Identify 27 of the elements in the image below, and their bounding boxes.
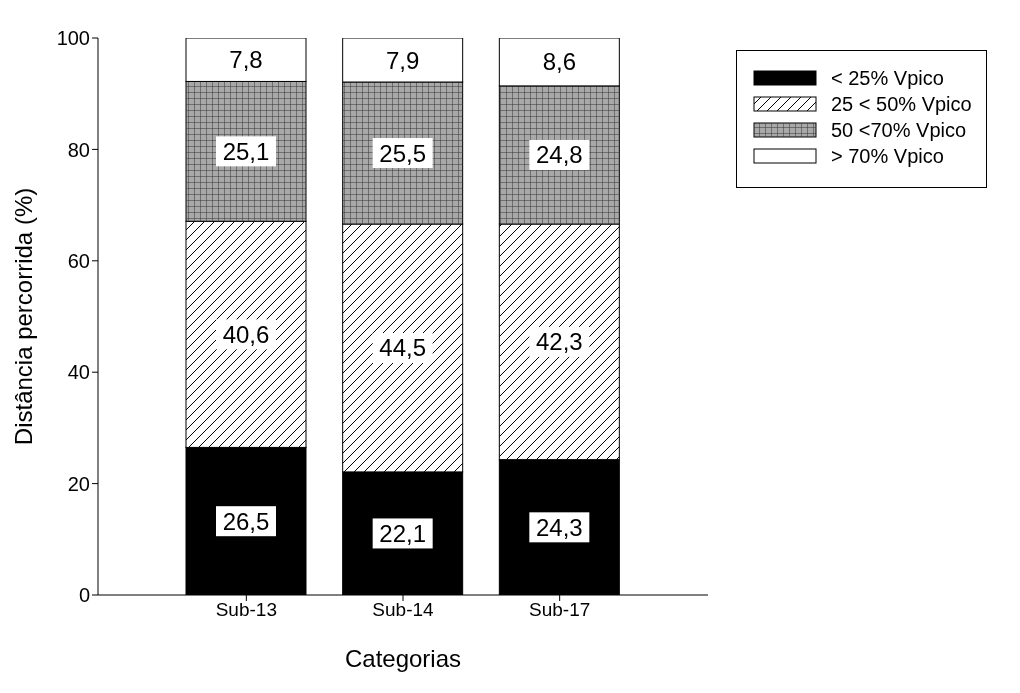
data-label: 44,5 [379, 334, 427, 362]
data-label: 26,5 [222, 507, 270, 535]
y-tick-label: 60 [67, 249, 90, 272]
x-tick-label: Sub-14 [372, 599, 435, 621]
legend-label: 25 < 50% Vpico [831, 92, 972, 116]
data-label: 25,5 [379, 139, 427, 167]
legend-label: < 25% Vpico [831, 66, 944, 90]
data-label: 24,8 [535, 141, 583, 169]
y-tick-label: 100 [56, 27, 90, 50]
data-label: 7,8 [229, 46, 263, 74]
data-label: 8,6 [542, 48, 577, 76]
legend-label: 50 <70% Vpico [831, 118, 967, 142]
x-tick-label: Sub-17 [529, 599, 591, 621]
data-label: 42,3 [535, 328, 583, 356]
legend-label: > 70% Vpico [831, 144, 944, 168]
data-label: 40,6 [222, 320, 270, 348]
y-axis-title: Distância percorrida (%) [9, 187, 37, 446]
y-tick-label: 0 [78, 584, 90, 607]
y-tick-label: 80 [67, 138, 90, 161]
x-axis-title: Categorias [344, 645, 462, 672]
data-label: 25,1 [222, 137, 270, 165]
data-label: 22,1 [379, 519, 427, 547]
y-tick-label: 40 [67, 361, 90, 384]
x-tick-label: Sub-13 [215, 599, 277, 621]
data-label: 24,3 [535, 513, 583, 541]
data-label: 7,9 [385, 46, 420, 74]
y-tick-label: 20 [67, 472, 90, 495]
